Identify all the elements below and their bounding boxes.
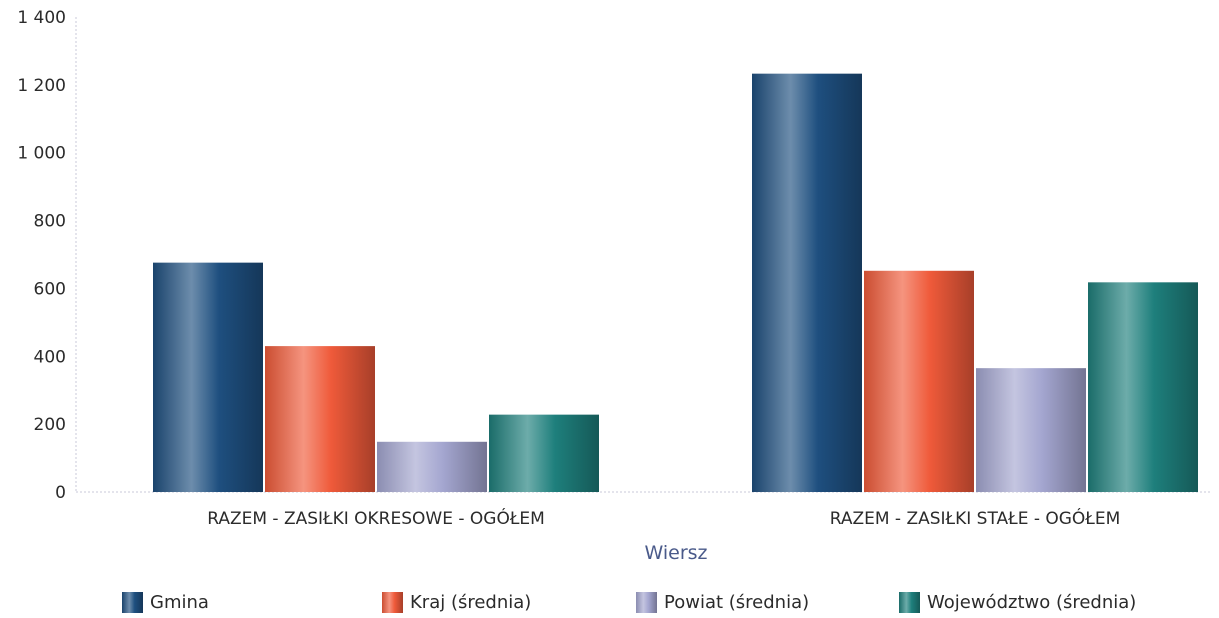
bar[interactable]: [265, 346, 375, 492]
y-axis-ticks: 0 200 400 600 800 1 000 1 200 1 400: [17, 8, 66, 503]
y-tick-label: 1 400: [17, 8, 66, 28]
bar[interactable]: [377, 441, 487, 492]
legend-swatch: [636, 591, 657, 613]
bar[interactable]: [153, 262, 263, 492]
legend-swatch: [899, 591, 920, 613]
legend-item[interactable]: Gmina: [122, 588, 209, 616]
y-tick-label: 600: [34, 279, 66, 299]
legend-item[interactable]: Kraj (średnia): [382, 588, 531, 616]
y-tick-label: 800: [34, 212, 66, 232]
bar[interactable]: [752, 73, 862, 493]
bar[interactable]: [976, 368, 1086, 492]
category-label: RAZEM - ZASIŁKI STAŁE - OGÓŁEM: [830, 507, 1121, 529]
legend-swatch: [382, 591, 403, 613]
legend-label: Kraj (średnia): [410, 591, 532, 613]
bar[interactable]: [1088, 282, 1198, 492]
legend-label: Powiat (średnia): [664, 591, 810, 613]
y-tick-label: 1 000: [17, 144, 66, 164]
legend-label: Gmina: [150, 591, 209, 613]
bar[interactable]: [864, 270, 974, 492]
legend: Gmina Kraj (średnia) Powiat (średnia) Wojew…: [0, 588, 1219, 618]
legend-swatch: [122, 591, 143, 613]
y-tick-label: 400: [34, 347, 66, 367]
y-tick-label: 1 200: [17, 76, 66, 96]
legend-item[interactable]: Powiat (średnia): [636, 588, 809, 616]
category-labels: RAZEM - ZASIŁKI OKRESOWE - OGÓŁEM RAZEM -…: [207, 507, 1120, 529]
legend-item[interactable]: Województwo (średnia): [899, 588, 1136, 616]
bar[interactable]: [489, 414, 599, 492]
bar-chart: 0 200 400 600 800 1 000 1 200 1 400 RAZEM - ZAS…: [17, 8, 1210, 564]
legend-label: Województwo (średnia): [927, 591, 1137, 613]
bars: [153, 73, 1198, 493]
y-tick-label: 200: [34, 415, 66, 435]
y-tick-label: 0: [55, 483, 66, 503]
category-label: RAZEM - ZASIŁKI OKRESOWE - OGÓŁEM: [207, 507, 545, 529]
x-axis-title: Wiersz: [644, 542, 707, 564]
